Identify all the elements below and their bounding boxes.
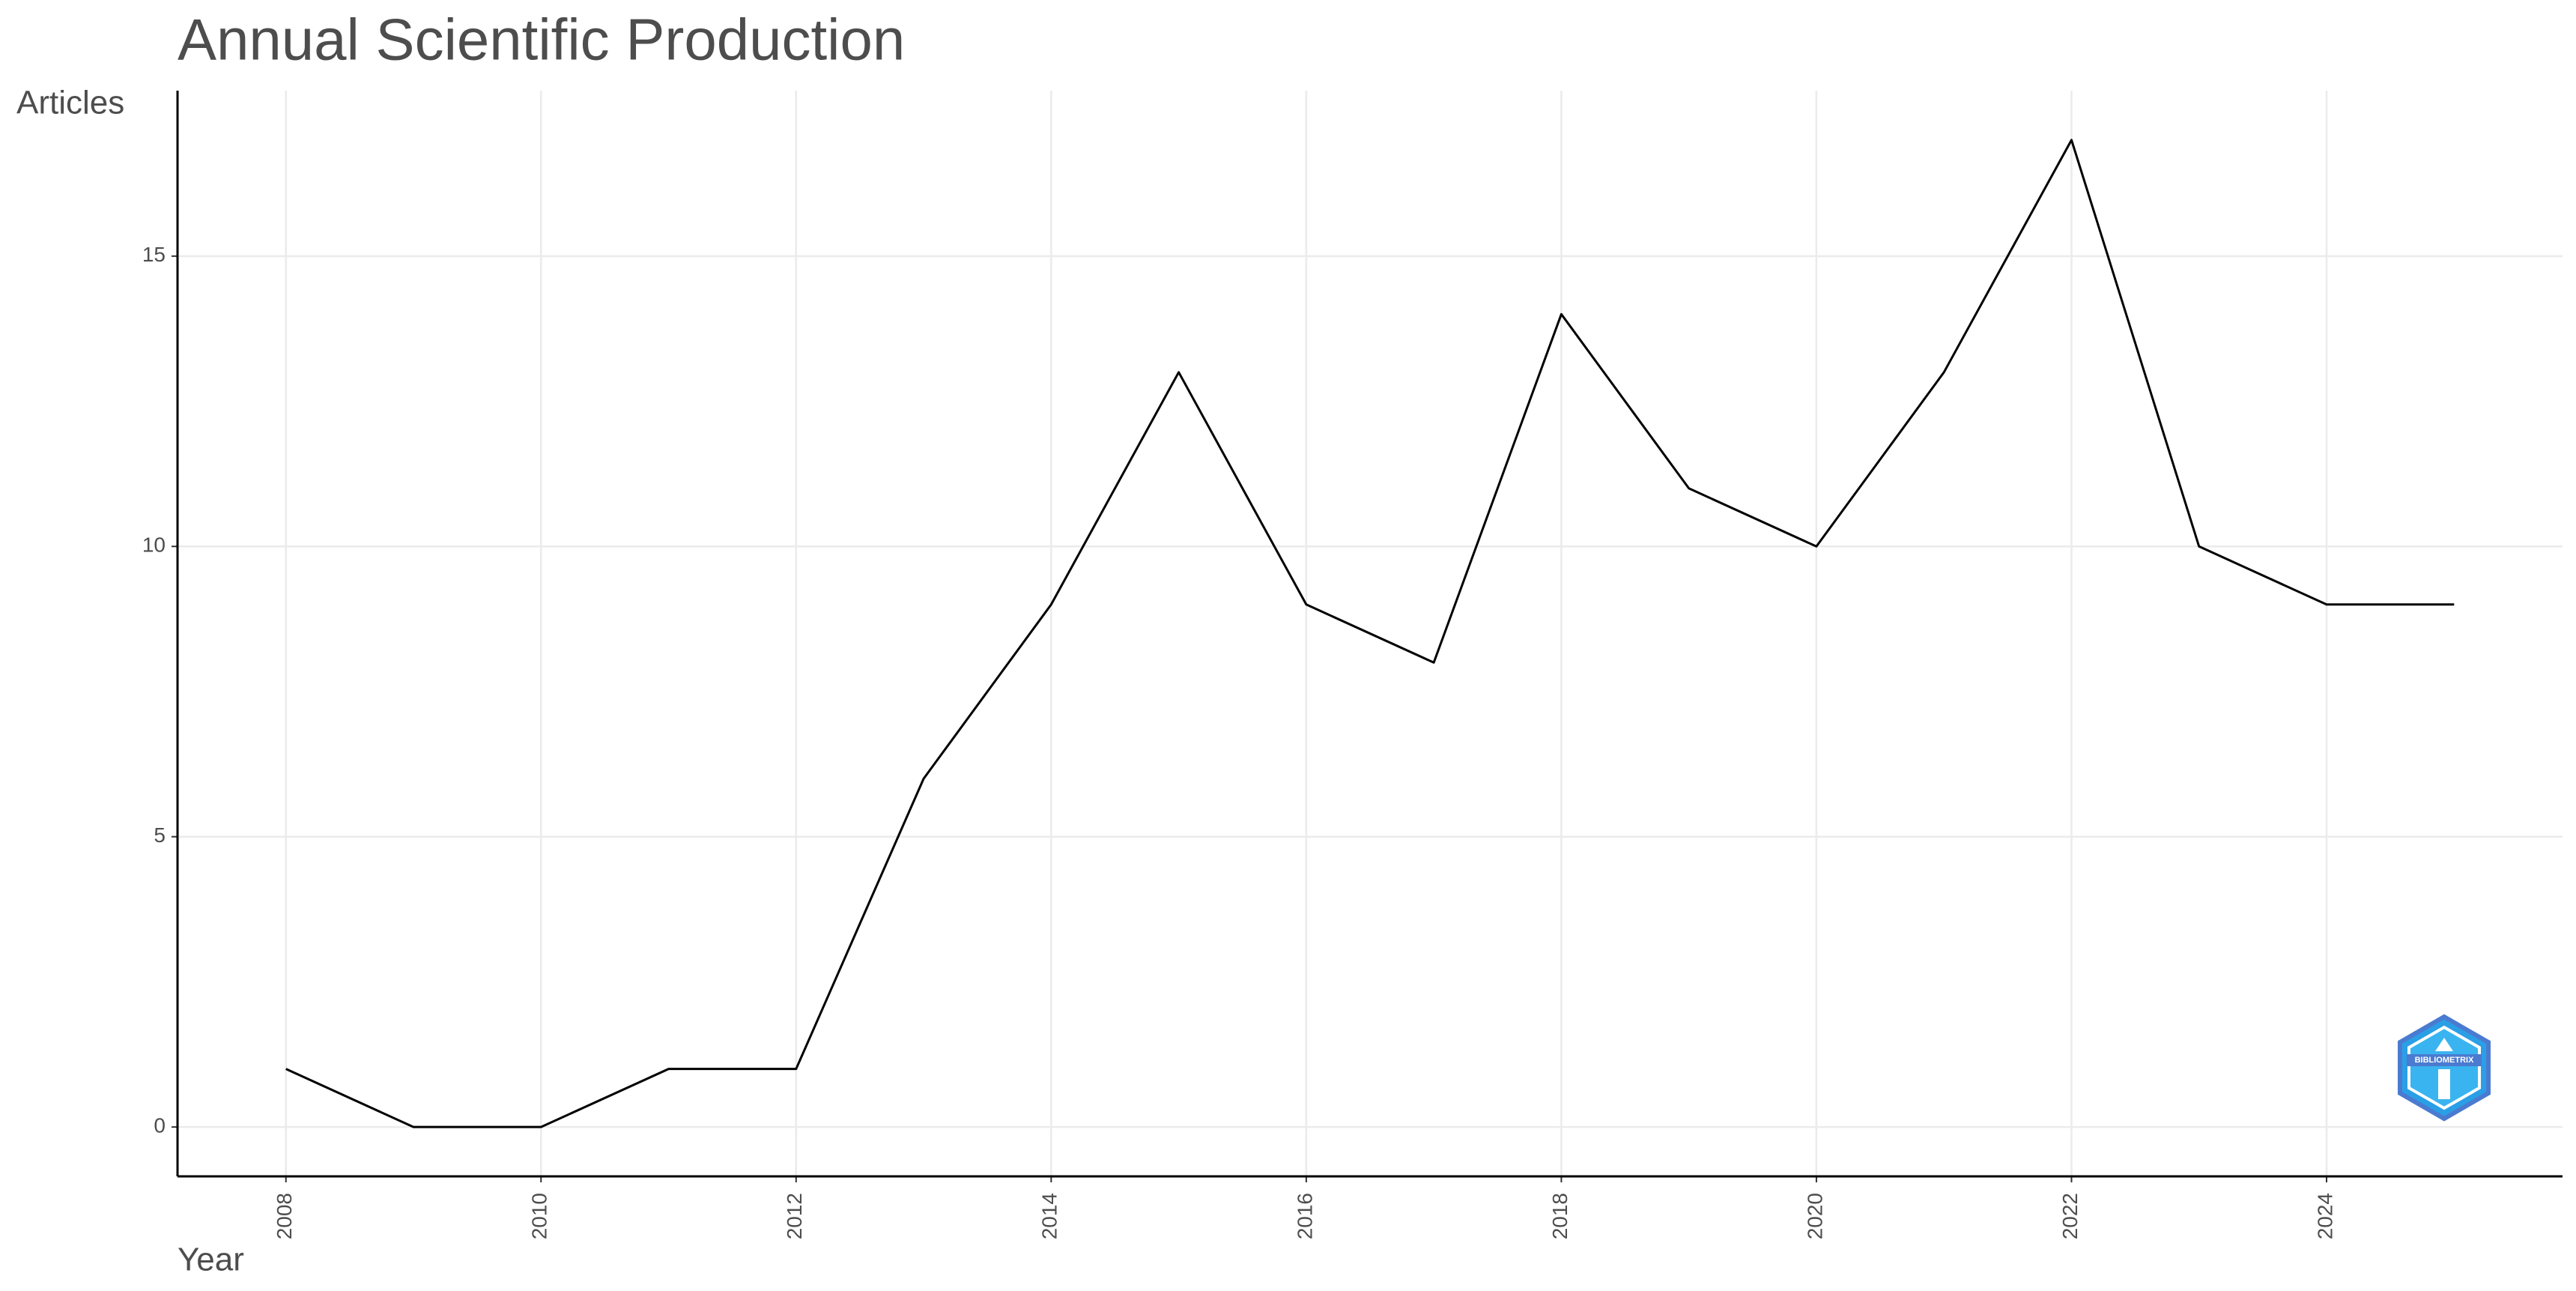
data-line	[285, 139, 2455, 1128]
x-tick-label: 2016	[1293, 1193, 1316, 1239]
x-tick-label: 2020	[1803, 1193, 1826, 1239]
x-tick-label: 2008	[273, 1193, 296, 1239]
x-tick-label: 2022	[2058, 1193, 2082, 1239]
y-tick-label: 10	[142, 533, 166, 557]
x-tick-label: 2012	[783, 1193, 806, 1239]
x-tick-label: 2024	[2313, 1193, 2336, 1239]
logo-band	[2407, 1054, 2482, 1066]
logo-inner	[2407, 1025, 2481, 1110]
chart-title: Annual Scientific Production	[178, 7, 905, 73]
x-tick-label: 2010	[528, 1193, 551, 1239]
x-tick-label: 2014	[1038, 1193, 1061, 1239]
logo-tower	[2438, 1069, 2450, 1099]
y-tick-label: 5	[154, 823, 166, 847]
x-axis-label: Year	[178, 1242, 244, 1278]
y-tick-label: 0	[154, 1114, 166, 1137]
logo-top	[2435, 1038, 2453, 1051]
grid	[178, 91, 2563, 1176]
x-tick-label: 2018	[1548, 1193, 1572, 1239]
logo-text: BIBLIOMETRIX	[2415, 1056, 2474, 1065]
y-axis-label: Articles	[16, 85, 124, 121]
y-tick-label: 15	[142, 243, 166, 266]
logo: BIBLIOMETRIX	[2398, 1014, 2491, 1122]
